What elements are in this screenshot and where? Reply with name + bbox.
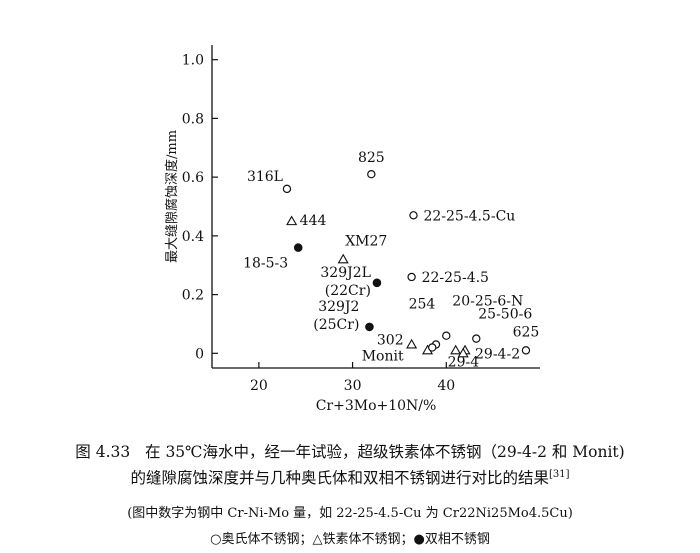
figure-number: 图 4.33 [75, 443, 131, 461]
point-label: 316L [247, 169, 283, 185]
y-tick-label: 0.8 [182, 111, 204, 127]
caption-line-2: 的缝隙腐蚀深度并与几种奥氏体和双相不锈钢进行对比的结果[31] [0, 466, 700, 488]
point-label: 22-25-4.5-Cu [423, 208, 515, 224]
point-label: 20-25-6-N [452, 294, 523, 310]
point-label: 25-50-6 [478, 307, 532, 323]
point-label: 329J2L [320, 265, 371, 281]
point-label: 29-4 [448, 354, 480, 370]
caption-text-2: 的缝隙腐蚀深度并与几种奥氏体和双相不锈钢进行对比的结果 [130, 469, 549, 487]
marker-ferritic [337, 253, 349, 264]
caption-line-1: 图 4.33 在 35℃海水中，经一年试验，超级铁素体不锈钢（29-4-2 和 … [0, 440, 700, 462]
x-tick-label: 20 [250, 378, 268, 394]
y-tick-label: 1.0 [182, 53, 204, 69]
point-label: 29-4-2 [475, 346, 520, 362]
marker-duplex [365, 322, 374, 332]
marker-austenitic [428, 343, 437, 352]
caption-text-1: 在 35℃海水中，经一年试验，超级铁素体不锈钢（29-4-2 和 Monit) [145, 443, 625, 461]
y-tick-label: 0.2 [182, 288, 204, 304]
y-tick-label: 0.4 [182, 229, 204, 245]
x-axis-label: Cr+3Mo+10N/% [316, 398, 437, 414]
point-label: (22Cr) [325, 283, 371, 299]
marker-austenitic [472, 334, 481, 343]
y-axis-label: 最大缝隙腐蚀深度/mm [164, 130, 180, 263]
marker-austenitic [282, 184, 292, 194]
x-tick-label: 30 [344, 378, 362, 394]
x-tick-label: 40 [437, 378, 455, 394]
marker-ferritic [286, 215, 298, 226]
marker-duplex [372, 278, 382, 288]
y-tick-label: 0 [195, 346, 204, 362]
caption-reference: [31] [548, 468, 570, 480]
point-label: 625 [513, 324, 540, 340]
caption-note: (图中数字为钢中 Cr-Ni-Mo 量，如 22-25-4.5-Cu 为 Cr2… [127, 506, 573, 521]
point-label: 22-25-4.5 [422, 270, 489, 286]
point-label: 825 [358, 150, 385, 166]
point-label: 18-5-3 [243, 256, 288, 272]
point-label: Monit [362, 349, 404, 365]
marker-ferritic [457, 347, 469, 358]
point-label: (25Cr) [313, 317, 359, 333]
marker-ferritic [450, 344, 462, 355]
point-label: 444 [300, 213, 327, 229]
marker-austenitic [442, 331, 451, 340]
point-label: 329J2 [318, 299, 359, 315]
marker-austenitic [521, 346, 531, 355]
marker-austenitic [409, 211, 418, 220]
point-label: 302 [377, 333, 404, 349]
y-tick-label: 0.6 [182, 170, 204, 186]
marker-austenitic [407, 272, 416, 282]
point-label: XM27 [345, 233, 387, 249]
marker-ferritic [406, 338, 418, 349]
caption-legend: ○奥氏体不锈钢；△铁素体不锈钢；●双相不锈钢 [210, 532, 490, 547]
point-label: 254 [409, 297, 436, 313]
marker-austenitic [367, 169, 376, 179]
marker-duplex [293, 243, 303, 252]
